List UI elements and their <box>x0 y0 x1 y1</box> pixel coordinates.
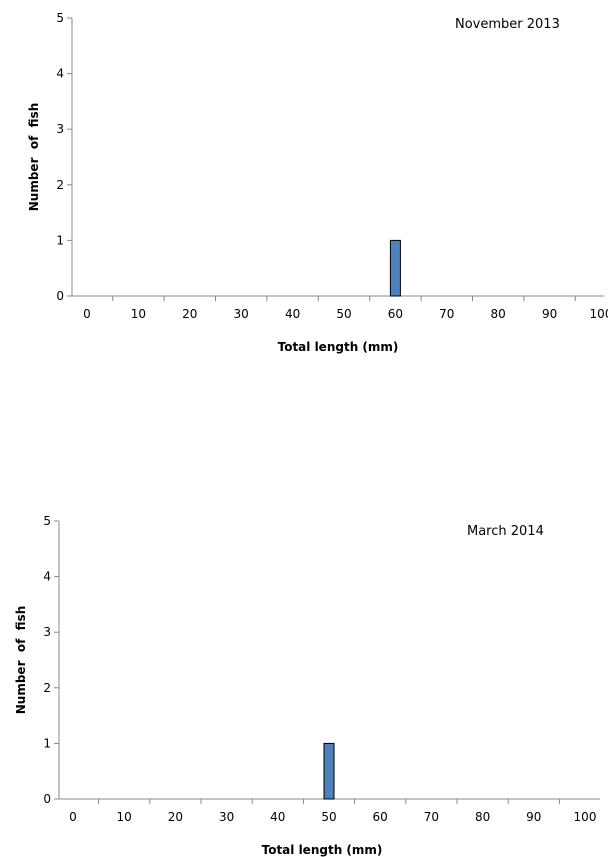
x-tick-label: 60 <box>373 810 388 824</box>
y-tick-label: 3 <box>43 625 51 639</box>
x-tick-label: 0 <box>69 810 77 824</box>
y-tick-label: 4 <box>43 570 51 584</box>
bars <box>389 239 401 297</box>
x-axis-title: Total length (mm) <box>278 340 399 354</box>
bar <box>389 239 401 297</box>
bars <box>323 742 335 800</box>
x-tick-label: 50 <box>336 307 351 321</box>
x-tick-label: 90 <box>542 307 557 321</box>
panel-annotation: March 2014 <box>467 524 544 539</box>
y-ticks: 0 1 2 3 4 5 <box>43 514 59 806</box>
x-tick-label: 20 <box>182 307 197 321</box>
x-tick-label: 30 <box>219 810 234 824</box>
x-tick-label: 10 <box>131 307 146 321</box>
x-tick-label: 100 <box>574 810 597 824</box>
x-tick-label: 70 <box>439 307 454 321</box>
y-tick-label: 3 <box>56 122 64 136</box>
bar <box>323 742 335 800</box>
y-ticks: 0 1 2 3 4 5 <box>56 11 72 303</box>
x-tick-label: 80 <box>491 307 506 321</box>
x-axis-title: Total length (mm) <box>262 843 383 857</box>
y-tick-label: 1 <box>43 736 51 750</box>
x-ticks: 0 10 20 30 40 50 60 70 80 90 100 <box>69 799 596 824</box>
x-tick-label: 10 <box>117 810 132 824</box>
y-tick-label: 5 <box>43 514 51 528</box>
y-tick-label: 5 <box>56 11 64 25</box>
x-tick-label: 30 <box>234 307 249 321</box>
x-tick-label: 100 <box>590 307 608 321</box>
panel-annotation: November 2013 <box>455 17 560 32</box>
x-tick-label: 80 <box>475 810 490 824</box>
chart-panel-1: 0 1 2 3 4 5 0 10 20 30 40 50 60 70 80 90 100 November 2… <box>27 11 608 354</box>
y-tick-label: 0 <box>43 792 51 806</box>
y-axis-title: Number of fish <box>14 606 28 715</box>
x-tick-label: 60 <box>388 307 403 321</box>
y-tick-label: 1 <box>56 233 64 247</box>
x-tick-label: 50 <box>321 810 336 824</box>
x-tick-label: 70 <box>424 810 439 824</box>
chart-panel-2: 0 1 2 3 4 5 0 10 20 30 40 50 60 70 80 90 100 March 2014… <box>14 514 600 857</box>
x-ticks: 0 10 20 30 40 50 60 70 80 90 100 <box>83 296 608 321</box>
x-tick-label: 40 <box>270 810 285 824</box>
y-tick-label: 0 <box>56 289 64 303</box>
y-tick-label: 2 <box>43 681 51 695</box>
y-axis-title: Number of fish <box>27 103 41 212</box>
y-tick-label: 2 <box>56 178 64 192</box>
x-tick-label: 90 <box>526 810 541 824</box>
x-tick-label: 0 <box>83 307 91 321</box>
y-tick-label: 4 <box>56 67 64 81</box>
x-tick-label: 40 <box>285 307 300 321</box>
x-tick-label: 20 <box>168 810 183 824</box>
